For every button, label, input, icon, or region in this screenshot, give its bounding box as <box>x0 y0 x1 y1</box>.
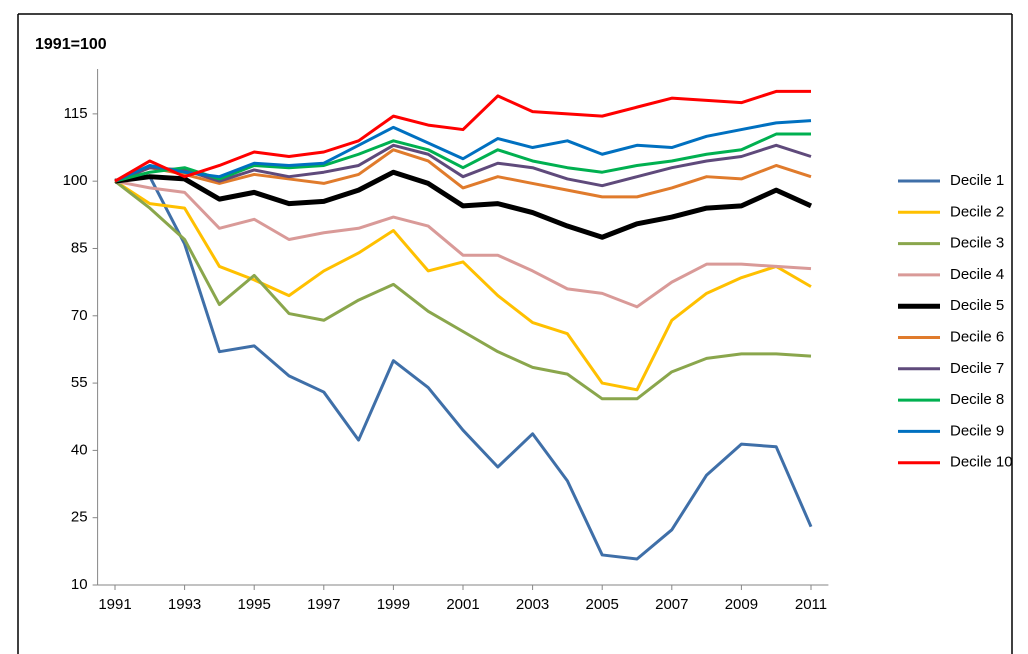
y-tick-label: 25 <box>71 509 88 526</box>
x-tick-label: 2003 <box>516 596 549 613</box>
x-tick-label: 1993 <box>168 596 201 613</box>
series-line <box>114 175 813 561</box>
legend-label: Decile 7 <box>950 360 1004 377</box>
y-tick-label: 70 <box>71 307 88 324</box>
x-tick-label: 1995 <box>238 596 271 613</box>
chart-title: 1991=100 <box>35 36 107 53</box>
x-tick-label: 1991 <box>98 596 131 613</box>
y-tick-label: 100 <box>63 172 88 189</box>
y-tick-label: 10 <box>71 576 88 593</box>
y-tick-label: 115 <box>64 105 88 122</box>
legend-label: Decile 6 <box>950 328 1004 345</box>
legend-label: Decile 3 <box>950 235 1004 252</box>
series-line <box>114 179 812 392</box>
legend-label: Decile 10 <box>950 454 1013 471</box>
y-tick-label: 85 <box>71 239 88 256</box>
x-tick-label: 2011 <box>795 596 827 613</box>
x-tick-label: 2009 <box>725 596 758 613</box>
legend-label: Decile 9 <box>950 422 1004 439</box>
x-tick-label: 2001 <box>446 596 479 613</box>
series-line <box>114 143 812 188</box>
x-tick-label: 1997 <box>307 596 340 613</box>
series-line <box>114 169 813 240</box>
series-line <box>114 179 812 401</box>
x-tick-label: 1999 <box>377 596 410 613</box>
y-tick-label: 40 <box>71 441 88 458</box>
legend-label: Decile 2 <box>950 203 1004 220</box>
series-line <box>114 148 812 199</box>
series-line <box>114 89 811 183</box>
legend-label: Decile 5 <box>950 297 1004 314</box>
x-tick-label: 2005 <box>586 596 619 613</box>
legend-label: Decile 4 <box>950 266 1004 283</box>
legend-label: Decile 1 <box>950 172 1004 189</box>
legend-label: Decile 8 <box>950 391 1004 408</box>
series-line <box>114 119 812 183</box>
y-tick-label: 55 <box>71 374 88 391</box>
series-line <box>114 179 812 309</box>
series-line <box>114 132 811 183</box>
x-tick-label: 2007 <box>655 596 688 613</box>
